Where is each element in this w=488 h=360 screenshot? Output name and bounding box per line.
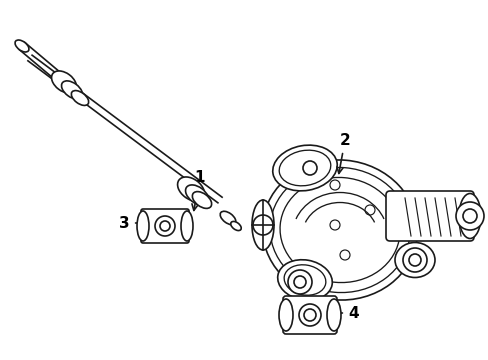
Ellipse shape xyxy=(230,221,241,230)
Circle shape xyxy=(155,216,175,236)
Ellipse shape xyxy=(51,71,76,93)
Circle shape xyxy=(455,202,483,230)
FancyBboxPatch shape xyxy=(385,191,473,241)
Ellipse shape xyxy=(192,192,211,208)
Ellipse shape xyxy=(262,160,417,300)
Ellipse shape xyxy=(326,299,340,331)
Ellipse shape xyxy=(272,145,337,191)
Ellipse shape xyxy=(71,91,88,105)
Text: 1: 1 xyxy=(192,170,205,211)
FancyBboxPatch shape xyxy=(141,209,189,243)
Ellipse shape xyxy=(279,299,292,331)
Circle shape xyxy=(298,304,320,326)
Ellipse shape xyxy=(61,81,82,99)
Ellipse shape xyxy=(137,211,149,241)
Ellipse shape xyxy=(177,177,204,201)
Text: 4: 4 xyxy=(324,306,358,320)
Ellipse shape xyxy=(220,211,235,225)
Text: 2: 2 xyxy=(336,133,350,174)
Text: 3: 3 xyxy=(119,216,153,230)
FancyBboxPatch shape xyxy=(283,296,336,334)
Ellipse shape xyxy=(251,200,273,250)
Circle shape xyxy=(287,270,311,294)
Ellipse shape xyxy=(277,260,332,300)
Ellipse shape xyxy=(185,185,208,205)
Ellipse shape xyxy=(458,194,480,239)
Ellipse shape xyxy=(394,243,434,278)
Ellipse shape xyxy=(15,40,29,52)
Ellipse shape xyxy=(181,211,193,241)
Circle shape xyxy=(402,248,426,272)
